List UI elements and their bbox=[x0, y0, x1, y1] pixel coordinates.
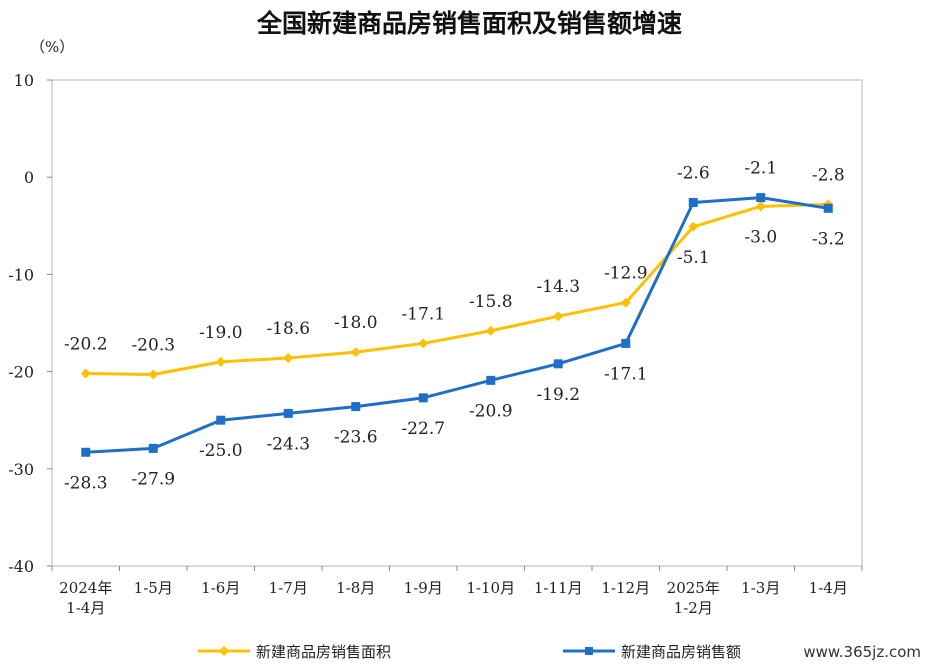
data-point-area bbox=[80, 368, 91, 379]
data-label: -3.0 bbox=[744, 227, 777, 247]
data-point-area bbox=[350, 347, 361, 358]
legend-item-area: 新建商品房销售面积 bbox=[198, 641, 391, 661]
x-tick-label: 1-3月 bbox=[741, 579, 780, 597]
data-point-sales bbox=[283, 408, 293, 418]
data-point-sales bbox=[553, 359, 563, 369]
x-tick-label: 2025年 bbox=[667, 579, 720, 597]
data-label: -20.9 bbox=[469, 401, 513, 421]
data-label: -5.1 bbox=[677, 248, 710, 268]
data-label: -18.0 bbox=[334, 313, 378, 333]
y-tick-label: 0 bbox=[24, 168, 34, 187]
data-point-sales bbox=[621, 338, 631, 348]
series-line-0 bbox=[85, 202, 829, 377]
plot-area-border bbox=[51, 79, 863, 567]
data-label: -12.9 bbox=[604, 264, 648, 284]
data-label: -19.0 bbox=[199, 323, 243, 343]
data-point-sales bbox=[756, 193, 766, 203]
data-point-area bbox=[148, 369, 159, 380]
data-point-area bbox=[215, 356, 226, 367]
y-tick-label: 10 bbox=[14, 71, 34, 90]
x-tick-label: 1-5月 bbox=[134, 579, 173, 597]
data-point-sales bbox=[351, 402, 361, 412]
legend-swatch-sales bbox=[563, 647, 615, 655]
x-tick-label: 1-8月 bbox=[336, 579, 375, 597]
data-label: -27.9 bbox=[131, 469, 175, 489]
data-point-sales bbox=[486, 375, 496, 385]
data-point-sales bbox=[823, 203, 833, 213]
data-label: -18.6 bbox=[266, 319, 310, 339]
data-label: -2.8 bbox=[812, 165, 845, 185]
x-tick-label: 1-12月 bbox=[601, 579, 650, 597]
data-label: -2.1 bbox=[744, 159, 777, 179]
watermark: www.365jz.com bbox=[793, 640, 931, 664]
data-label: -22.7 bbox=[401, 419, 445, 439]
data-point-sales bbox=[216, 415, 226, 425]
data-point-area bbox=[418, 338, 429, 349]
data-label: -14.3 bbox=[536, 277, 580, 297]
data-label: -19.2 bbox=[536, 385, 580, 405]
data-label: -2.6 bbox=[677, 163, 710, 183]
data-point-area bbox=[283, 352, 294, 363]
data-label: -20.2 bbox=[64, 335, 108, 355]
chart-title: 全国新建商品房销售面积及销售额增速 bbox=[256, 9, 682, 38]
y-axis-unit: （%） bbox=[30, 38, 75, 56]
data-point-sales bbox=[81, 447, 91, 457]
data-point-sales bbox=[688, 197, 698, 207]
y-tick-label: -40 bbox=[8, 557, 34, 576]
legend-item-sales: 新建商品房销售额 bbox=[563, 641, 741, 661]
x-tick-label: 2024年 bbox=[59, 579, 112, 597]
data-label: -23.6 bbox=[334, 428, 378, 448]
data-label: -17.1 bbox=[401, 304, 445, 324]
data-point-area bbox=[620, 297, 631, 308]
y-tick-label: -10 bbox=[8, 265, 34, 284]
data-label: -25.0 bbox=[199, 441, 243, 461]
data-label: -20.3 bbox=[131, 336, 175, 356]
y-tick-label: -20 bbox=[8, 363, 34, 382]
legend-label-sales: 新建商品房销售额 bbox=[621, 642, 742, 661]
x-tick-label: 1-9月 bbox=[404, 579, 443, 597]
x-tick-label: 1-7月 bbox=[269, 579, 308, 597]
data-label: -3.2 bbox=[812, 229, 845, 249]
x-tick-label: 1-4月 bbox=[809, 579, 848, 597]
data-label: -15.8 bbox=[469, 292, 513, 312]
data-point-area bbox=[755, 201, 766, 212]
data-label: -24.3 bbox=[266, 434, 310, 454]
x-tick-label: 1-11月 bbox=[534, 579, 583, 597]
data-point-area bbox=[485, 325, 496, 336]
data-point-sales bbox=[418, 393, 428, 403]
x-tick-label: 1-4月 bbox=[66, 599, 105, 617]
data-point-area bbox=[688, 221, 699, 232]
x-tick-label: 1-2月 bbox=[674, 599, 713, 617]
legend-swatch-area bbox=[198, 646, 250, 656]
legend-label-area: 新建商品房销售面积 bbox=[256, 642, 392, 661]
series-line-1 bbox=[85, 196, 829, 454]
x-tick-label: 1-6月 bbox=[201, 579, 240, 597]
y-tick-label: -30 bbox=[8, 460, 34, 479]
x-tick-label: 1-10月 bbox=[466, 579, 515, 597]
data-point-sales bbox=[148, 443, 158, 453]
data-point-area bbox=[553, 311, 564, 322]
data-label: -28.3 bbox=[64, 473, 108, 493]
data-label: -17.1 bbox=[604, 364, 648, 384]
